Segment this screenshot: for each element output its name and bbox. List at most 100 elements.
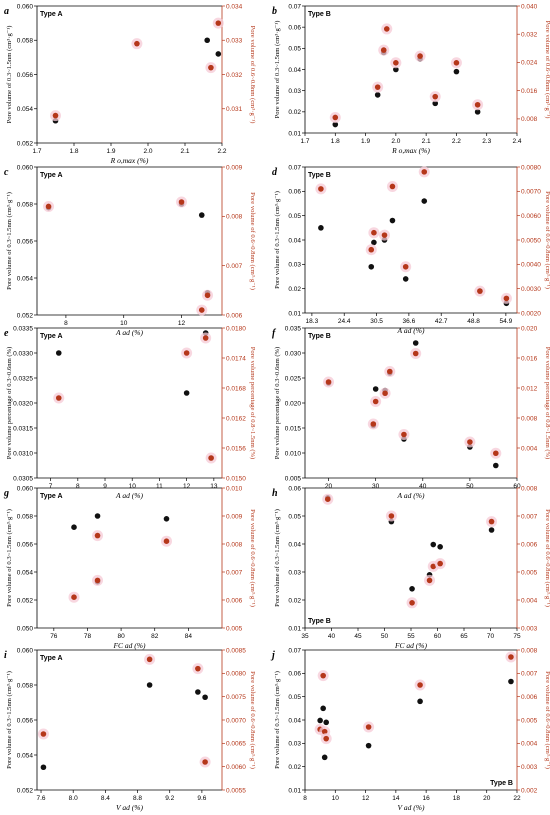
x-tick-label: 2.0	[391, 138, 400, 145]
data-point-right	[493, 450, 499, 457]
data-point-left	[488, 527, 495, 533]
data-point-right	[453, 59, 460, 66]
type-label: Type A	[40, 172, 63, 179]
data-point-right	[430, 563, 437, 570]
y-tick-label: 0.056	[17, 541, 34, 548]
panel-a: 1.7 1.8 1.9 2.0 2.1 2.2 0.052 0.054 0.056 0.058 0.…	[4, 3, 256, 165]
data-point-left	[215, 51, 222, 57]
y-tick-label-right: 0.0020	[521, 310, 541, 317]
y-tick-label-right: 0.012	[521, 385, 538, 392]
data-point-left	[402, 276, 409, 282]
x-tick-label: 2.1	[422, 138, 431, 145]
type-label: Type A	[40, 11, 63, 18]
y-tick-label-right: 0.008	[226, 541, 243, 548]
x-tick-label: 8.0	[69, 795, 78, 802]
data-point-right	[508, 654, 514, 660]
type-label: Type B	[308, 11, 331, 18]
y-axis-label: Pore volume of 0.3~1.5nm (cm³·g⁻¹)	[6, 26, 13, 124]
data-point-right	[372, 398, 379, 405]
data-point-right	[477, 288, 483, 294]
y-tick-label-right: 0.032	[226, 72, 243, 79]
x-tick-label: 36.6	[403, 318, 416, 325]
y-tick-label: 0.01	[288, 787, 301, 794]
y-axis-label: Pore volume of 0.3~1.5nm (cm³·g⁻¹)	[274, 509, 281, 607]
y-tick-label-right: 0.0040	[521, 262, 541, 269]
y-tick-label-right: 0.0075	[226, 694, 246, 701]
x-axis-label: R o,max (%)	[391, 146, 430, 155]
y-tick-label: 0.07	[288, 3, 301, 10]
data-point-left	[421, 198, 428, 204]
data-point-right	[320, 672, 326, 679]
x-tick-label: 8.4	[101, 795, 110, 802]
data-point-right	[323, 735, 330, 742]
data-point-right	[467, 439, 473, 445]
y-tick-label-right: 0.006	[226, 597, 243, 604]
x-tick-label: 76	[50, 633, 58, 640]
panel-letter: d	[272, 167, 278, 178]
y-tick-label: 0.060	[17, 164, 34, 171]
y-tick-label: 0.056	[17, 238, 34, 245]
y-tick-label: 0.054	[17, 275, 34, 282]
data-point-right	[183, 350, 190, 356]
x-tick-label: 8.8	[133, 795, 142, 802]
x-tick-label: 60	[434, 633, 442, 640]
y-tick-label: 0.01	[288, 310, 301, 317]
x-tick-label: 16	[423, 795, 431, 802]
y-tick-label-right: 0.005	[521, 569, 538, 576]
x-tick-label: 2.0	[143, 148, 152, 155]
x-tick-label: 20	[483, 795, 491, 802]
y-tick-label-right: 0.0180	[226, 325, 246, 332]
y-tick-label-right: 0.008	[521, 647, 538, 654]
data-point-left	[323, 719, 330, 726]
y-tick-label-right: 0.031	[226, 106, 243, 113]
y-tick-label: 0.050	[17, 625, 34, 632]
y-tick-label-right: 0.007	[226, 263, 243, 270]
y-tick-label-right: 0.007	[521, 513, 538, 520]
x-tick-label: 35	[301, 633, 309, 640]
data-point-left	[318, 225, 324, 231]
x-tick-label: 2.3	[482, 138, 491, 145]
data-point-right	[388, 513, 395, 519]
y-tick-label-right: 0.033	[226, 38, 243, 45]
y-tick-label: 0.05	[288, 694, 301, 701]
x-tick-label: 1.8	[69, 148, 78, 155]
x-axis-label: FC ad (%)	[394, 641, 428, 650]
data-point-right	[374, 84, 381, 90]
data-point-right	[387, 368, 393, 375]
data-point-right	[94, 577, 101, 584]
y-tick-label-right: 0.009	[226, 513, 243, 520]
x-tick-label: 50	[466, 483, 474, 490]
x-tick-label: 8	[76, 483, 80, 490]
x-axis-label: A ad (%)	[115, 328, 143, 337]
data-point-right	[412, 350, 419, 357]
x-tick-label: 40	[419, 483, 427, 490]
x-tick-label: 12	[178, 320, 186, 327]
y-tick-label-right: 0.0080	[521, 164, 541, 171]
y-tick-label: 0.04	[288, 541, 301, 548]
x-tick-label: 22	[513, 795, 521, 802]
y-tick-label: 0.052	[17, 597, 34, 604]
x-tick-label: 8	[303, 795, 307, 802]
y-tick-label: 0.0335	[13, 325, 33, 332]
y-tick-label: 0.054	[17, 752, 34, 759]
data-point-right	[202, 759, 208, 765]
y-tick-label-right: 0.003	[521, 764, 538, 771]
data-point-left	[409, 586, 415, 592]
x-tick-label: 30	[372, 483, 380, 490]
data-point-left	[389, 217, 396, 224]
y-tick-label-right: 0.0168	[226, 385, 246, 392]
panel-letter: a	[4, 6, 9, 17]
y-axis-label: Pore volume of 0.3~1.5nm (cm³·g⁻¹)	[6, 671, 13, 769]
x-tick-label: 18	[453, 795, 461, 802]
x-axis-label: FC ad (%)	[112, 641, 146, 650]
data-point-right	[324, 496, 331, 503]
y-axis-label-right: Pore volume of 0.6~0.8nm (cm³·g⁻¹)	[544, 21, 550, 119]
data-point-right	[382, 390, 388, 397]
y-tick-label-right: 0.004	[521, 741, 538, 748]
y-tick-label: 0.052	[17, 140, 34, 147]
y-tick-label: 0.0315	[13, 425, 33, 432]
x-tick-label: 10	[120, 320, 128, 327]
y-tick-label-right: 0.005	[521, 717, 538, 724]
panel-f: 20 30 40 50 60 0.005 0.010 0.015 0.020 0.025 0.030…	[272, 325, 550, 500]
x-tick-label: 75	[513, 633, 521, 640]
